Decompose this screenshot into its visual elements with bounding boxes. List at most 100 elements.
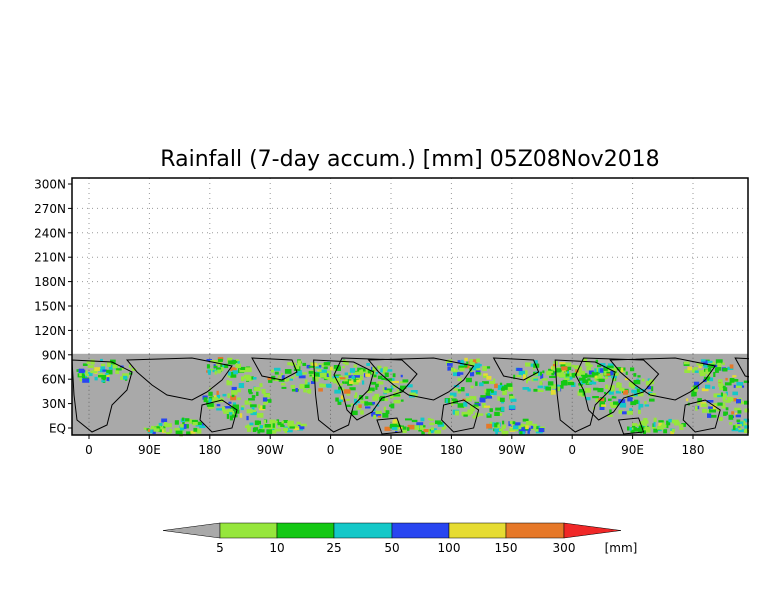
rain-cell	[495, 407, 502, 411]
rain-cell	[615, 367, 622, 371]
rain-cell	[228, 371, 232, 376]
rain-cell	[605, 374, 608, 380]
rain-cell	[698, 370, 705, 374]
rain-cell	[647, 385, 651, 390]
rain-cell	[342, 381, 345, 384]
rain-cell	[707, 360, 713, 364]
rain-cell	[296, 371, 302, 376]
rain-cell	[701, 360, 708, 365]
rain-cell	[383, 406, 387, 412]
rain-cell	[674, 421, 680, 426]
rain-cell	[390, 385, 394, 390]
rain-cell	[457, 377, 462, 382]
rain-cell	[475, 372, 481, 375]
rain-cell	[262, 405, 266, 409]
rain-cell	[256, 412, 264, 418]
rain-cell	[377, 381, 384, 385]
rain-cell	[392, 420, 398, 425]
rain-cell	[335, 397, 339, 402]
rain-cell	[566, 366, 572, 370]
rain-cell	[523, 374, 527, 380]
rain-cell	[705, 369, 711, 374]
rain-cell	[717, 362, 722, 368]
rain-cell	[486, 414, 492, 418]
rain-cell	[737, 410, 742, 414]
rain-cell	[375, 386, 378, 390]
rain-cell	[314, 376, 319, 382]
rain-cell	[213, 365, 218, 368]
rain-cell	[588, 364, 593, 367]
rain-cell	[598, 378, 605, 382]
rain-cell	[214, 370, 217, 375]
rain-cell	[703, 376, 711, 381]
rain-cell	[246, 415, 249, 421]
rain-cell	[557, 386, 561, 392]
rain-cell	[564, 377, 570, 380]
rain-cell	[707, 364, 713, 368]
rain-cell	[82, 378, 89, 383]
rain-cell	[734, 407, 741, 411]
rain-cell	[702, 408, 708, 413]
rain-cell	[363, 368, 366, 372]
land-outline	[609, 357, 717, 401]
rain-cell	[402, 426, 407, 430]
rain-cell	[725, 377, 728, 381]
rain-cell	[263, 400, 269, 405]
rain-cell	[396, 424, 402, 428]
rain-cell	[463, 414, 468, 417]
rain-cell	[285, 379, 289, 382]
rain-cell	[636, 428, 644, 432]
rain-cell	[525, 425, 529, 429]
x-tick-label: 90E	[621, 443, 644, 457]
rain-cell	[101, 363, 106, 367]
rain-cell	[577, 390, 583, 396]
x-tick-label: 0	[568, 443, 576, 457]
rain-cell	[319, 383, 324, 386]
rain-cell	[691, 392, 695, 397]
rain-cell	[280, 425, 285, 427]
rain-cell	[526, 379, 528, 384]
rain-cell	[470, 404, 474, 409]
rain-cell	[342, 360, 347, 364]
rain-cell	[297, 360, 302, 364]
rain-cell	[640, 426, 645, 429]
rain-cell	[281, 386, 287, 389]
x-tick-label: 180	[682, 443, 705, 457]
colorbar-tick-label: 150	[495, 541, 518, 555]
rain-cell	[392, 380, 399, 384]
rain-cell	[515, 427, 520, 432]
rain-cell	[338, 377, 346, 380]
rain-cell	[625, 371, 628, 375]
rain-cell	[637, 424, 641, 427]
rain-cell	[598, 398, 605, 402]
rain-cell	[230, 367, 237, 371]
rain-cell	[192, 422, 198, 426]
rain-cell	[249, 422, 254, 426]
rain-cell	[713, 393, 721, 398]
rain-cell	[479, 397, 486, 403]
rain-cell	[395, 429, 398, 433]
rain-cell	[661, 421, 665, 426]
rain-cell	[502, 390, 507, 396]
rain-cell	[343, 389, 351, 394]
rain-cell	[349, 368, 355, 373]
rain-cell	[326, 383, 332, 388]
rain-cell	[90, 370, 98, 374]
rain-cell	[206, 400, 210, 406]
rain-cell	[280, 382, 285, 386]
rain-cell	[381, 377, 387, 380]
rain-cell	[306, 364, 311, 369]
rainfall-data-layer	[72, 353, 751, 437]
rain-cell	[449, 395, 454, 399]
rain-cell	[484, 405, 491, 408]
rain-cell	[206, 364, 210, 369]
rain-cell	[465, 393, 469, 396]
rain-cell	[642, 430, 646, 434]
land-outline	[575, 357, 660, 421]
rain-cell	[710, 404, 716, 410]
rain-cell	[707, 413, 712, 418]
rain-cell	[282, 427, 289, 431]
rain-cell	[228, 412, 233, 415]
rain-cell	[263, 419, 266, 424]
rain-cell	[709, 377, 714, 382]
